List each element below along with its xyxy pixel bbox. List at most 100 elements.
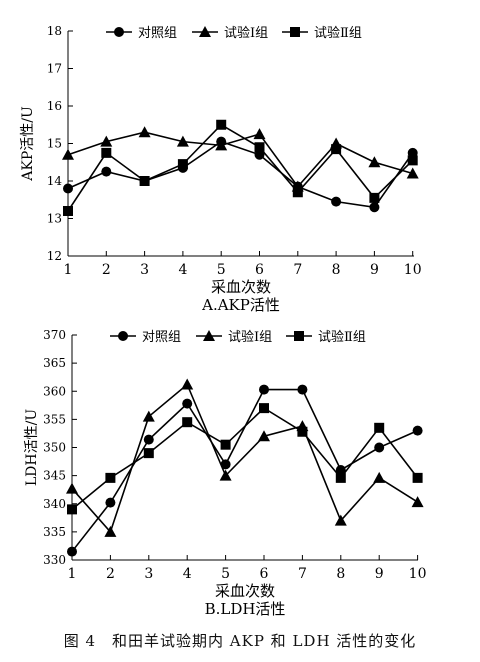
series-line xyxy=(71,383,419,534)
x-tick-label: 8 xyxy=(336,566,345,582)
y-tick-label: 18 xyxy=(47,24,62,38)
x-tick-label: 8 xyxy=(332,262,341,278)
data-point xyxy=(105,497,116,508)
legend-marker xyxy=(290,27,300,37)
data-point xyxy=(412,425,423,436)
legend-label: 试验Ⅱ组 xyxy=(314,25,362,41)
x-tick-label: 4 xyxy=(178,262,187,278)
x-tick-label: 1 xyxy=(68,566,77,582)
data-point xyxy=(373,471,386,483)
data-point xyxy=(259,384,269,395)
data-point xyxy=(254,142,265,153)
x-tick-label: 9 xyxy=(370,262,379,278)
data-point xyxy=(62,148,74,160)
series-line xyxy=(67,140,414,209)
x-tick-label: 6 xyxy=(260,566,269,582)
data-point xyxy=(139,176,150,186)
y-tick-label: 340 xyxy=(43,497,66,511)
x-axis-title: 采血次数 xyxy=(215,582,275,600)
data-point xyxy=(368,156,381,168)
panel-title: B.LDH活性 xyxy=(205,600,286,618)
series-3 xyxy=(63,119,418,216)
y-tick-label: 365 xyxy=(43,356,66,370)
series-line xyxy=(67,123,414,212)
data-point xyxy=(331,144,342,155)
y-tick-label: 350 xyxy=(43,441,66,455)
data-point xyxy=(66,482,78,494)
legend-label: 试验Ⅱ组 xyxy=(318,329,366,345)
data-point xyxy=(181,378,194,390)
x-tick-label: 4 xyxy=(183,566,192,582)
x-axis-title: 采血次数 xyxy=(211,278,271,296)
data-point xyxy=(335,465,346,475)
y-tick-label: 330 xyxy=(43,553,66,567)
data-point xyxy=(67,546,77,557)
legend: 对照组 试验Ⅰ组 试验Ⅱ组 xyxy=(106,25,362,41)
y-tick-label: 360 xyxy=(43,384,66,398)
data-point xyxy=(411,496,424,508)
data-point xyxy=(138,126,151,138)
y-axis-title: LDH活性/U xyxy=(24,409,40,486)
y-tick-label: 13 xyxy=(47,212,62,226)
data-point xyxy=(335,472,346,483)
x-tick-label: 5 xyxy=(217,262,226,278)
legend-marker xyxy=(114,27,124,37)
x-tick-label: 10 xyxy=(404,262,422,278)
x-tick-label: 3 xyxy=(144,566,153,582)
data-point xyxy=(101,166,112,177)
x-tick-label: 9 xyxy=(375,566,384,582)
legend-label: 试验Ⅰ组 xyxy=(224,25,268,41)
data-point xyxy=(142,410,155,422)
data-point xyxy=(369,202,380,213)
y-tick-label: 16 xyxy=(47,99,62,113)
y-tick-label: 17 xyxy=(47,62,62,76)
y-tick-label: 355 xyxy=(43,412,66,426)
x-tick-label: 7 xyxy=(293,262,302,278)
data-point xyxy=(253,128,266,140)
figure-caption: 图 4 和田羊试验期内 AKP 和 LDH 活性的变化 xyxy=(63,632,417,650)
legend: 对照组 试验Ⅰ组 试验Ⅱ组 xyxy=(110,329,366,345)
data-point xyxy=(182,398,193,409)
y-axis-title: AKP活性/U xyxy=(20,106,36,182)
data-point xyxy=(369,192,380,203)
data-point xyxy=(258,430,270,442)
data-point xyxy=(374,422,385,433)
data-point xyxy=(292,187,303,198)
data-point xyxy=(63,206,73,216)
data-point xyxy=(143,434,154,445)
data-point xyxy=(407,155,418,166)
series-1 xyxy=(63,136,418,213)
data-point xyxy=(334,514,347,526)
legend-label: 试验Ⅰ组 xyxy=(228,329,272,345)
x-tick-label: 3 xyxy=(140,262,149,278)
data-point xyxy=(100,135,113,147)
series-3 xyxy=(67,403,423,515)
x-tick-label: 5 xyxy=(221,566,230,582)
series-line xyxy=(71,388,418,553)
legend-marker xyxy=(199,26,211,37)
x-tick-label: 1 xyxy=(64,262,73,278)
data-point xyxy=(215,139,228,151)
data-point xyxy=(143,448,154,459)
data-point xyxy=(176,135,189,147)
y-tick-label: 335 xyxy=(43,525,66,539)
x-tick-label: 10 xyxy=(409,566,427,582)
data-point xyxy=(67,504,77,515)
data-point xyxy=(331,196,342,207)
series-line xyxy=(71,407,419,510)
data-point xyxy=(259,403,269,414)
y-tick-label: 345 xyxy=(43,469,66,483)
legend-marker xyxy=(294,331,304,341)
data-point xyxy=(374,442,385,453)
legend-label: 对照组 xyxy=(142,330,181,345)
data-point xyxy=(177,159,188,170)
y-tick-label: 15 xyxy=(47,137,62,151)
data-point xyxy=(220,459,231,470)
series-2 xyxy=(66,378,424,537)
series-line xyxy=(67,131,413,188)
data-point xyxy=(63,183,73,194)
data-point xyxy=(219,469,232,481)
data-point xyxy=(220,439,231,450)
